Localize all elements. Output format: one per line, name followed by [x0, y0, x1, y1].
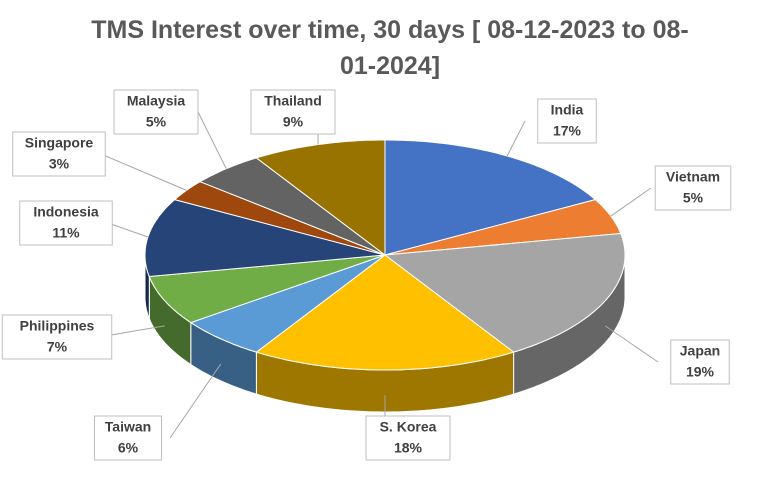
leader-line	[604, 325, 659, 363]
label-box	[94, 415, 162, 461]
label-box	[537, 98, 597, 144]
leader-line	[169, 363, 222, 439]
pie-slice	[173, 181, 386, 256]
value-label: 11%	[52, 225, 80, 241]
value-label: 19%	[686, 364, 715, 380]
category-label: Indonesia	[33, 204, 99, 220]
label-box	[654, 165, 732, 211]
value-label: 18%	[394, 440, 423, 456]
label-box	[1, 314, 113, 360]
leader-line	[197, 111, 227, 169]
leader-line	[100, 153, 187, 191]
value-label: 3%	[49, 156, 70, 172]
category-label: Thailand	[264, 93, 322, 109]
pie-slice	[148, 254, 386, 324]
value-label: 9%	[283, 114, 304, 130]
category-label: Vietnam	[666, 169, 720, 185]
value-label: 6%	[118, 440, 139, 456]
leader-line	[107, 222, 149, 238]
chart-title: TMS Interest over time, 30 days [ 08-12-…	[91, 16, 689, 80]
category-label: Malaysia	[127, 93, 186, 109]
leader-line	[506, 120, 526, 157]
category-label: India	[551, 102, 584, 118]
value-label: 7%	[47, 339, 68, 355]
leader-line	[610, 187, 652, 217]
category-label: Taiwan	[105, 419, 151, 435]
label-box	[365, 415, 451, 461]
value-label: 5%	[146, 114, 167, 130]
label-box	[250, 89, 336, 135]
label-box	[113, 89, 199, 135]
category-label: Singapore	[25, 135, 94, 151]
pie-slice	[189, 254, 386, 353]
pie-slice	[255, 254, 515, 371]
label-box	[12, 131, 106, 177]
category-label: Japan	[680, 343, 720, 359]
category-label: S. Korea	[380, 419, 437, 435]
pie-slice	[383, 232, 626, 353]
label-box	[19, 200, 113, 246]
value-label: 5%	[683, 190, 704, 206]
pie-slice	[255, 139, 386, 257]
value-label: 17%	[553, 123, 582, 139]
label-box	[670, 339, 730, 385]
category-label: Philippines	[20, 318, 95, 334]
